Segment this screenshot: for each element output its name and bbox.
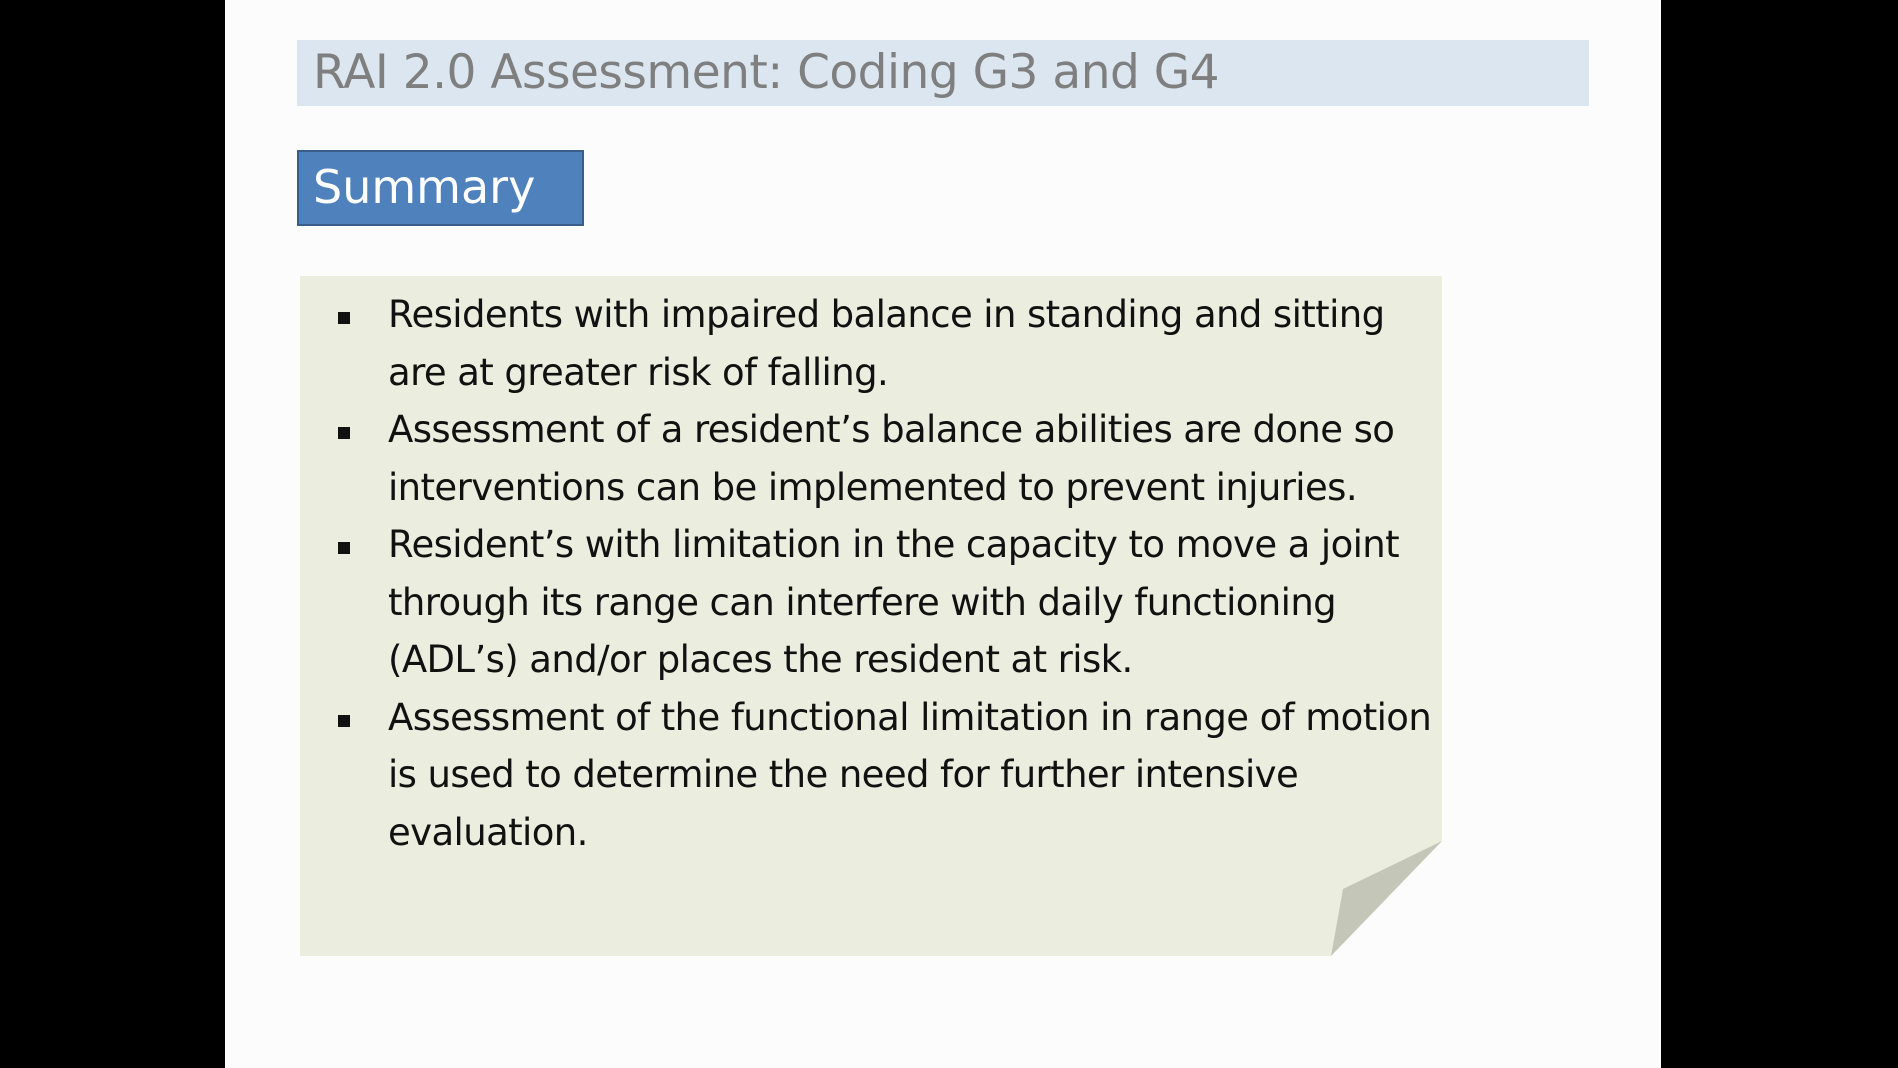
- bullet-item-1: Residents with impaired balance in stand…: [338, 286, 1438, 401]
- bullet-text: Assessment of the functional limitation …: [388, 695, 1432, 854]
- slide-title: RAI 2.0 Assessment: Coding G3 and G4: [313, 45, 1220, 100]
- note-background: [300, 276, 1442, 956]
- summary-label-box: Summary: [297, 150, 584, 226]
- bullet-item-3: Resident’s with limitation in the capaci…: [338, 516, 1438, 689]
- square-bullet-icon: [338, 312, 350, 324]
- title-bar: RAI 2.0 Assessment: Coding G3 and G4: [297, 40, 1589, 106]
- bullet-text: Assessment of a resident’s balance abili…: [388, 408, 1395, 509]
- bullet-item-2: Assessment of a resident’s balance abili…: [338, 401, 1438, 516]
- note-shape: [300, 276, 1442, 956]
- square-bullet-icon: [338, 714, 350, 727]
- bullet-text: Resident’s with limitation in the capaci…: [388, 523, 1400, 681]
- bullet-item-4: Assessment of the functional limitation …: [338, 689, 1438, 862]
- square-bullet-icon: [338, 427, 350, 439]
- square-bullet-icon: [338, 542, 350, 554]
- bullet-list: Residents with impaired balance in stand…: [338, 286, 1438, 861]
- summary-note: Residents with impaired balance in stand…: [300, 276, 1442, 956]
- bullet-text: Residents with impaired balance in stand…: [388, 293, 1385, 394]
- summary-label: Summary: [313, 160, 536, 214]
- slide: RAI 2.0 Assessment: Coding G3 and G4 Sum…: [225, 0, 1661, 1068]
- note-folded-corner: [1331, 841, 1442, 956]
